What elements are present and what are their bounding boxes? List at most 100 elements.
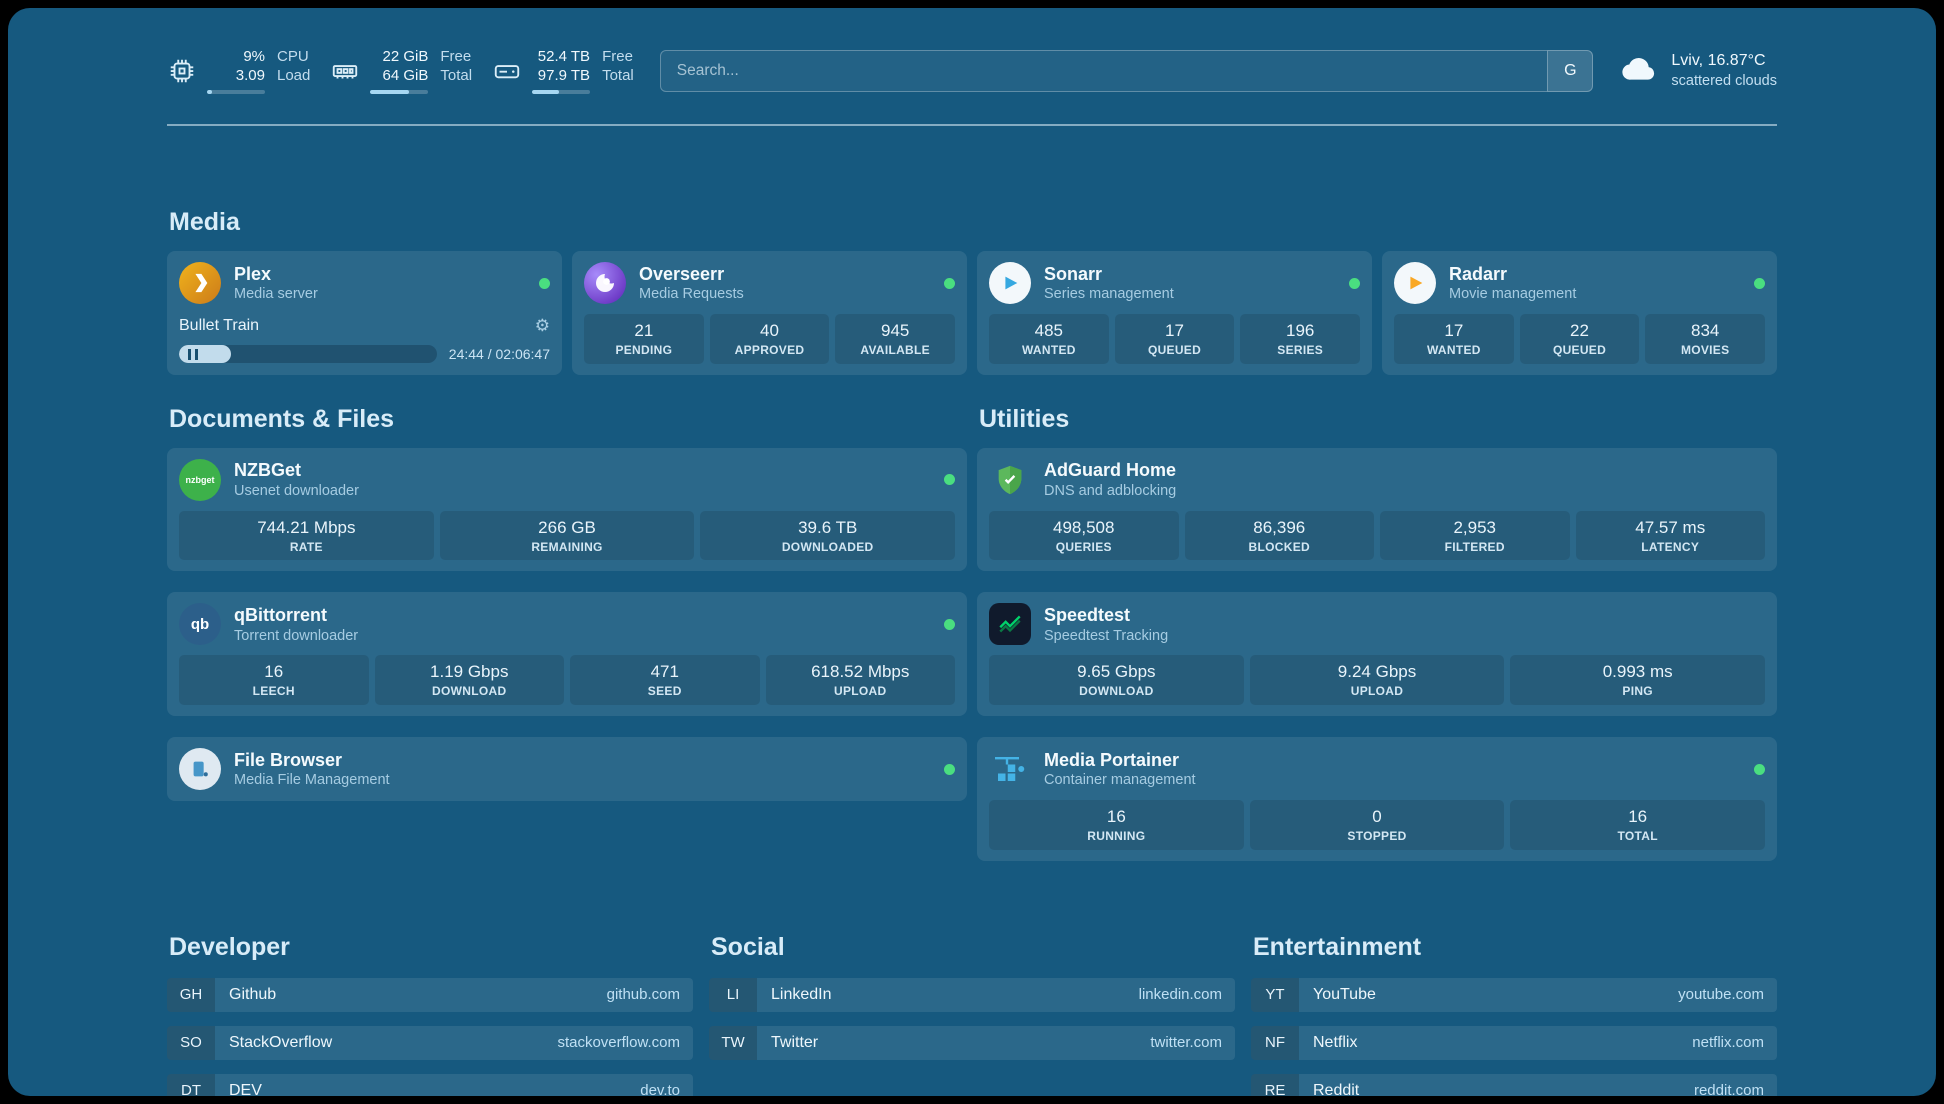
bookmark-twitter[interactable]: TW Twitter twitter.com xyxy=(709,1025,1235,1060)
weather-widget: Lviv, 16.87°C scattered clouds xyxy=(1619,51,1777,91)
section-heading-utilities: Utilities xyxy=(979,404,1070,433)
total-label: Total xyxy=(602,67,634,84)
bookmark-netflix[interactable]: NF Netflix netflix.com xyxy=(1251,1025,1777,1060)
bookmark-github[interactable]: GH Github github.com xyxy=(167,977,693,1012)
bookmark-url: youtube.com xyxy=(1678,986,1764,1004)
stat-total: 16 TOTAL xyxy=(1510,800,1766,850)
cloud-icon xyxy=(1619,53,1659,88)
service-subtitle: Media server xyxy=(234,286,318,303)
service-card-portainer[interactable]: Media Portainer Container management 16 … xyxy=(977,737,1777,861)
status-dot xyxy=(944,763,955,775)
bookmark-name: Reddit xyxy=(1313,1081,1360,1096)
cpu-usage: 9% xyxy=(243,48,265,66)
service-subtitle: Container management xyxy=(1044,772,1196,789)
bookmarks-developer: Developer GH Github github.com SO StackO… xyxy=(167,933,693,1096)
bookmark-linkedin[interactable]: LI LinkedIn linkedin.com xyxy=(709,977,1235,1012)
section-heading-entertainment: Entertainment xyxy=(1253,932,1422,961)
bookmark-name: YouTube xyxy=(1313,985,1376,1003)
stat-available: 945 AVAILABLE xyxy=(835,314,956,364)
bookmark-dev[interactable]: DT DEV dev.to xyxy=(167,1073,693,1096)
bookmarks: Developer GH Github github.com SO StackO… xyxy=(167,933,1777,1096)
bookmark-abbr: TW xyxy=(709,1025,757,1060)
bookmark-reddit[interactable]: RE Reddit reddit.com xyxy=(1251,1073,1777,1096)
service-name: Overseerr xyxy=(639,263,725,284)
bookmark-youtube[interactable]: YT YouTube youtube.com xyxy=(1251,977,1777,1012)
bookmark-abbr: DT xyxy=(167,1073,215,1096)
service-card-nzbget[interactable]: nzbget NZBGet Usenet downloader 744.21 M… xyxy=(167,447,967,572)
service-subtitle: Usenet downloader xyxy=(234,482,359,499)
service-card-overseerr[interactable]: Overseerr Media Requests 21 PENDING 40 A… xyxy=(572,251,967,375)
cpu-widget: 9% 3.09 CPU Load xyxy=(167,48,310,94)
service-subtitle: Torrent downloader xyxy=(234,627,359,644)
nzbget-icon: nzbget xyxy=(179,458,221,501)
service-subtitle: DNS and adblocking xyxy=(1044,482,1177,499)
playback-progress-bar[interactable] xyxy=(179,345,437,363)
bookmark-abbr: RE xyxy=(1251,1073,1299,1096)
bookmark-url: netflix.com xyxy=(1692,1034,1764,1052)
service-name: Sonarr xyxy=(1044,263,1103,284)
bookmark-abbr: GH xyxy=(167,977,215,1012)
stat-filtered: 2,953 FILTERED xyxy=(1380,510,1570,561)
bookmark-abbr: NF xyxy=(1251,1025,1299,1060)
memory-widget: 22 GiB 64 GiB Free Total xyxy=(330,48,472,94)
stat-downloaded: 39.6 TB DOWNLOADED xyxy=(700,510,956,561)
cpu-load: 3.09 xyxy=(235,67,265,84)
service-card-plex[interactable]: Plex Media server Bullet Train ⚙ 24:44 xyxy=(167,251,562,375)
service-card-qbittorrent[interactable]: qb qBittorrent Torrent downloader 16 LEE… xyxy=(167,592,967,717)
service-card-adguard[interactable]: AdGuard Home DNS and adblocking 498,508 … xyxy=(977,447,1777,572)
pause-icon[interactable] xyxy=(188,348,198,360)
search-input[interactable] xyxy=(659,50,1548,92)
plex-icon xyxy=(179,262,221,304)
utilities-column: Utilities AdGuard Home DNS and adblockin… xyxy=(977,405,1777,861)
resource-widgets: 9% 3.09 CPU Load xyxy=(167,48,634,94)
search-bar: G xyxy=(659,50,1594,92)
service-card-sonarr[interactable]: Sonarr Series management 485 WANTED 17 Q… xyxy=(977,251,1372,375)
gear-icon[interactable]: ⚙ xyxy=(534,316,550,335)
service-card-filebrowser[interactable]: File Browser Media File Management xyxy=(167,737,967,802)
service-card-speedtest[interactable]: Speedtest Speedtest Tracking 9.65 Gbps D… xyxy=(977,592,1777,717)
service-subtitle: Media File Management xyxy=(234,772,390,789)
weather-condition: scattered clouds xyxy=(1671,72,1777,89)
bookmark-name: Github xyxy=(229,985,277,1003)
stat-upload: 618.52 Mbps UPLOAD xyxy=(765,655,955,706)
bookmark-url: linkedin.com xyxy=(1138,986,1222,1004)
bookmark-name: LinkedIn xyxy=(771,985,832,1003)
bookmark-url: github.com xyxy=(606,986,680,1004)
stat-queued: 22 QUEUED xyxy=(1519,314,1640,364)
stat-queries: 498,508 QUERIES xyxy=(989,510,1179,561)
service-name: AdGuard Home xyxy=(1044,460,1177,481)
cpu-progress-bar xyxy=(207,89,265,94)
memory-free: 22 GiB xyxy=(382,48,429,66)
portainer-icon xyxy=(989,748,1031,790)
stat-download: 9.65 Gbps DOWNLOAD xyxy=(989,655,1244,706)
stat-leech: 16 LEECH xyxy=(179,655,369,706)
disk-free: 52.4 TB xyxy=(537,48,591,66)
free-label: Free xyxy=(602,48,633,66)
radarr-icon xyxy=(1394,262,1436,304)
service-card-radarr[interactable]: Radarr Movie management 17 WANTED 22 QUE… xyxy=(1382,251,1777,375)
bookmark-abbr: LI xyxy=(709,977,757,1012)
speedtest-icon xyxy=(989,603,1031,646)
service-name: NZBGet xyxy=(234,460,301,481)
media-cards: Plex Media server Bullet Train ⚙ 24:44 xyxy=(167,251,1777,375)
memory-total: 64 GiB xyxy=(382,67,429,84)
status-dot xyxy=(539,277,550,289)
stat-remaining: 266 GB REMAINING xyxy=(439,510,695,561)
service-subtitle: Movie management xyxy=(1449,286,1577,303)
disk-progress-bar xyxy=(532,89,591,94)
bookmark-name: Twitter xyxy=(771,1033,819,1051)
status-dot xyxy=(1349,277,1360,289)
status-dot xyxy=(944,474,955,486)
stat-approved: 40 APPROVED xyxy=(709,314,830,364)
stat-wanted: 17 WANTED xyxy=(1394,314,1514,364)
bookmark-stackoverflow[interactable]: SO StackOverflow stackoverflow.com xyxy=(167,1025,693,1060)
bookmark-abbr: SO xyxy=(167,1025,215,1060)
service-name: Speedtest xyxy=(1044,605,1131,626)
search-provider-button[interactable]: G xyxy=(1547,50,1594,92)
stat-pending: 21 PENDING xyxy=(584,314,704,364)
service-name: qBittorrent xyxy=(234,605,327,626)
bookmark-url: dev.to xyxy=(640,1082,680,1096)
service-subtitle: Speedtest Tracking xyxy=(1044,627,1169,644)
stat-latency: 47.57 ms LATENCY xyxy=(1575,510,1765,561)
memory-progress-bar xyxy=(370,89,429,94)
